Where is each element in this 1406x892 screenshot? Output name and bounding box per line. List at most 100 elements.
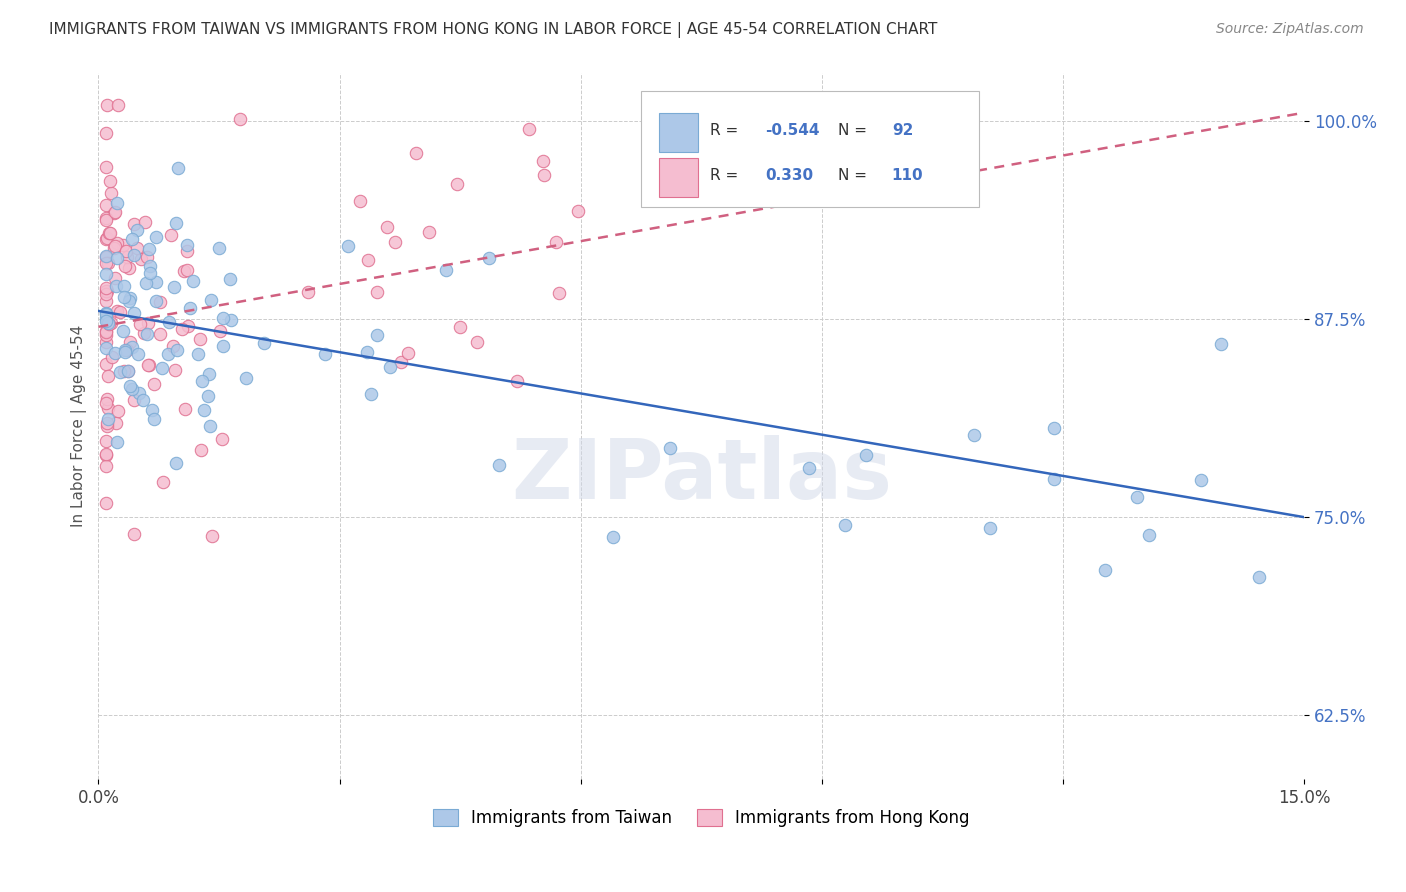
Point xyxy=(105,416,128,430)
Point xyxy=(834,518,856,533)
Point xyxy=(118,261,141,276)
Point xyxy=(105,303,128,318)
Point xyxy=(165,456,187,470)
Point xyxy=(96,418,118,433)
Point xyxy=(375,220,398,235)
Point xyxy=(129,317,152,331)
Point xyxy=(132,326,155,340)
FancyBboxPatch shape xyxy=(659,113,697,152)
Point xyxy=(105,235,128,250)
Point xyxy=(517,122,540,136)
Point xyxy=(96,396,118,410)
Point xyxy=(219,272,242,286)
Point xyxy=(100,316,122,330)
Point xyxy=(506,374,529,388)
Point xyxy=(209,324,232,338)
Point xyxy=(97,369,120,384)
Point xyxy=(124,527,146,541)
Point xyxy=(122,248,145,262)
Point xyxy=(533,168,555,182)
Point xyxy=(107,404,129,418)
Point xyxy=(546,235,568,249)
Point xyxy=(405,145,427,160)
FancyBboxPatch shape xyxy=(659,158,697,196)
Point xyxy=(128,386,150,401)
Point xyxy=(96,357,118,371)
Point xyxy=(157,347,180,361)
Point xyxy=(114,343,136,357)
Point xyxy=(96,212,118,227)
Text: N =: N = xyxy=(838,168,872,183)
Text: 92: 92 xyxy=(891,123,912,138)
Point xyxy=(96,281,118,295)
Point xyxy=(98,174,121,188)
Point xyxy=(143,412,166,426)
Point xyxy=(96,249,118,263)
Point xyxy=(114,345,136,359)
Point xyxy=(1211,337,1233,351)
Point xyxy=(349,194,371,208)
Point xyxy=(157,315,180,329)
Point xyxy=(446,177,468,191)
Point xyxy=(145,293,167,308)
Point xyxy=(117,363,139,377)
Point xyxy=(96,327,118,342)
Point xyxy=(96,126,118,140)
Point xyxy=(200,293,222,307)
Point xyxy=(389,354,412,368)
Point xyxy=(179,301,201,316)
Point xyxy=(96,97,118,112)
Point xyxy=(118,291,141,305)
Point xyxy=(337,239,360,253)
Point xyxy=(96,341,118,355)
Point xyxy=(356,345,378,359)
Point xyxy=(98,226,121,240)
Point xyxy=(141,403,163,417)
Point xyxy=(162,280,184,294)
Point xyxy=(149,295,172,310)
Point xyxy=(198,367,221,381)
Point xyxy=(193,402,215,417)
Point xyxy=(105,196,128,211)
Point xyxy=(314,347,336,361)
Point xyxy=(855,448,877,462)
Point xyxy=(96,284,118,298)
Point xyxy=(138,358,160,372)
Point xyxy=(253,335,276,350)
Point xyxy=(478,252,501,266)
Point xyxy=(96,434,118,448)
Point xyxy=(96,231,118,245)
Point xyxy=(1094,563,1116,577)
Point xyxy=(97,401,120,416)
Point xyxy=(366,285,388,300)
Point xyxy=(1126,490,1149,504)
Point xyxy=(114,259,136,273)
Text: R =: R = xyxy=(710,123,742,138)
Point xyxy=(108,305,131,319)
Point xyxy=(963,428,986,442)
Point xyxy=(150,360,173,375)
Point xyxy=(1043,472,1066,486)
Point xyxy=(197,389,219,403)
Point xyxy=(100,226,122,240)
Point xyxy=(121,340,143,354)
Y-axis label: In Labor Force | Age 45-54: In Labor Force | Age 45-54 xyxy=(72,325,87,527)
Point xyxy=(434,263,457,277)
Point xyxy=(100,186,122,201)
Point xyxy=(120,379,142,393)
Point xyxy=(384,235,406,249)
Point xyxy=(176,238,198,252)
Point xyxy=(96,307,118,321)
Point xyxy=(173,264,195,278)
Point xyxy=(139,260,162,274)
Point xyxy=(360,387,382,401)
Point xyxy=(136,358,159,372)
Point xyxy=(396,346,419,360)
Point xyxy=(160,227,183,242)
Point xyxy=(143,377,166,392)
Point xyxy=(96,256,118,270)
Point xyxy=(117,250,139,264)
Point xyxy=(122,306,145,320)
Point xyxy=(96,417,118,431)
Point xyxy=(101,350,124,364)
